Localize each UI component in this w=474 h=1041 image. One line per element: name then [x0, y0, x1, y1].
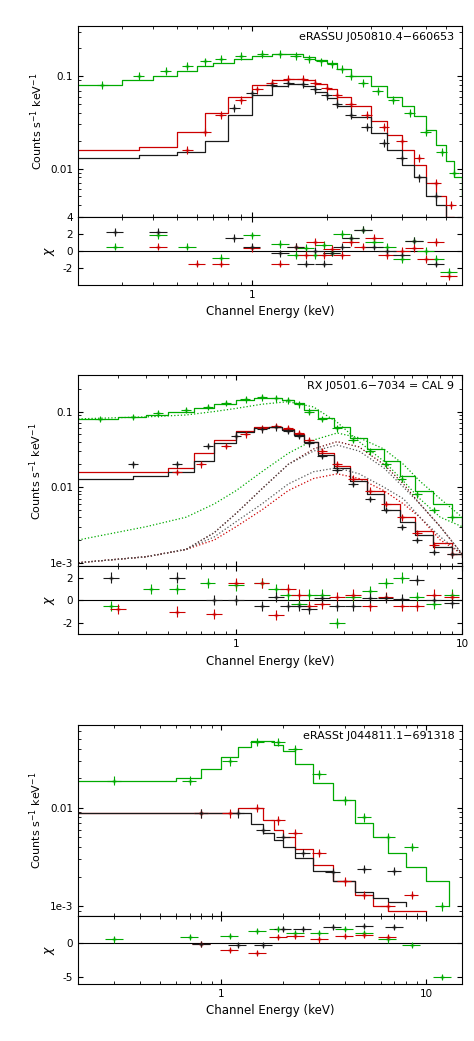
Y-axis label: $\chi$: $\chi$ — [44, 246, 57, 256]
Y-axis label: Counts s$^{-1}$ keV$^{-1}$: Counts s$^{-1}$ keV$^{-1}$ — [28, 771, 45, 869]
X-axis label: Channel Energy (keV): Channel Energy (keV) — [206, 1005, 335, 1017]
Text: eRASSU J050810.4−660653: eRASSU J050810.4−660653 — [300, 31, 455, 42]
X-axis label: Channel Energy (keV): Channel Energy (keV) — [206, 305, 335, 319]
Y-axis label: Counts s$^{-1}$ keV$^{-1}$: Counts s$^{-1}$ keV$^{-1}$ — [28, 73, 45, 170]
Y-axis label: $\chi$: $\chi$ — [44, 944, 57, 955]
Text: eRASSt J044811.1−691318: eRASSt J044811.1−691318 — [303, 731, 455, 740]
X-axis label: Channel Energy (keV): Channel Energy (keV) — [206, 655, 335, 667]
Text: RX J0501.6−7034 = CAL 9: RX J0501.6−7034 = CAL 9 — [308, 381, 455, 391]
Y-axis label: $\chi$: $\chi$ — [44, 595, 57, 606]
Y-axis label: Counts s$^{-1}$ keV$^{-1}$: Counts s$^{-1}$ keV$^{-1}$ — [28, 423, 45, 519]
